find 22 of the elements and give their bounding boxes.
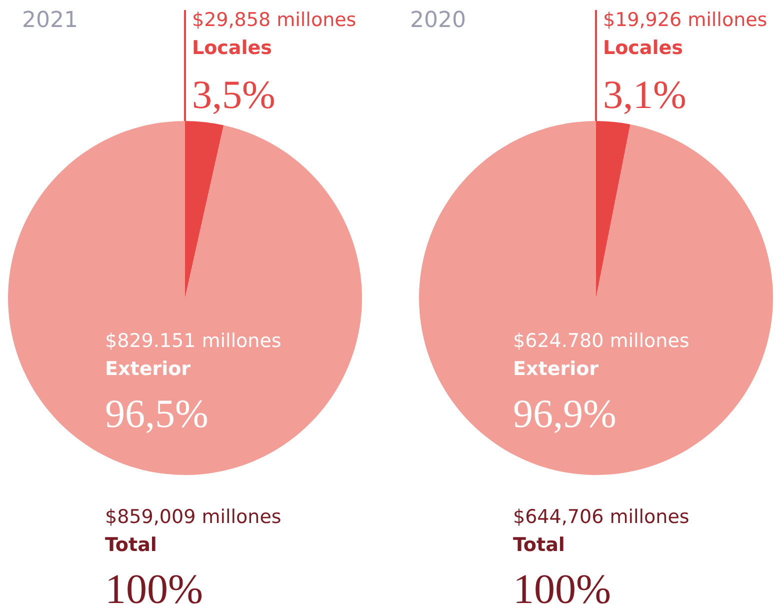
text: $829.151 millones bbox=[105, 330, 282, 352]
text: $624.780 millones bbox=[513, 330, 690, 352]
data-label: 3,1% bbox=[603, 72, 686, 117]
text: 100% bbox=[513, 567, 611, 613]
slice-label: Locales bbox=[192, 37, 272, 59]
slice-label: Locales bbox=[603, 37, 683, 59]
data-label: 96,5% bbox=[105, 391, 208, 436]
text: $644,706 millones bbox=[513, 506, 690, 528]
chart-title: 2020 bbox=[410, 8, 466, 33]
chart-title: 2021 bbox=[22, 8, 78, 33]
text: Total bbox=[105, 534, 157, 556]
data-label: 3,5% bbox=[192, 72, 276, 117]
slice-label: Exterior bbox=[105, 358, 192, 380]
slice-label: Exterior bbox=[513, 358, 600, 380]
text: 100% bbox=[105, 567, 203, 613]
text: Total bbox=[513, 534, 565, 556]
text: $29,858 millones bbox=[192, 9, 356, 31]
pie-slice bbox=[419, 121, 773, 475]
pie-slice bbox=[8, 121, 362, 475]
text: $19,926 millones bbox=[603, 9, 768, 31]
data-label: 96,9% bbox=[513, 391, 616, 436]
text: $859,009 millones bbox=[105, 506, 282, 528]
